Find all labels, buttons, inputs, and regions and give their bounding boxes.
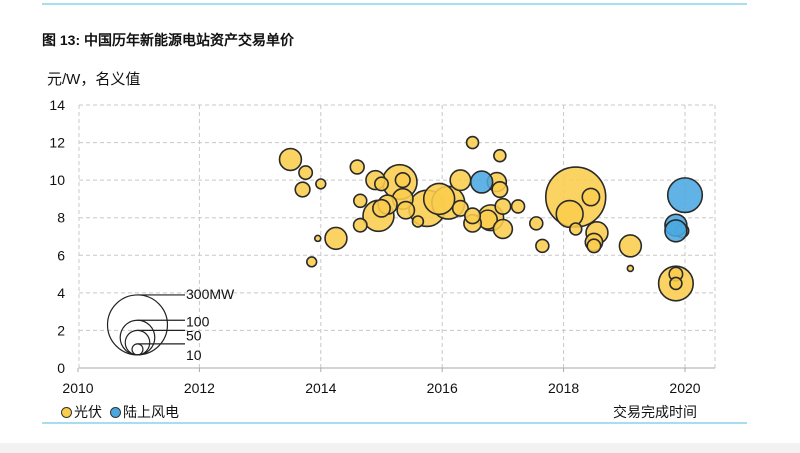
solar-bubble	[306, 256, 318, 268]
solar-bubble	[626, 264, 635, 273]
solar-bubble	[372, 198, 391, 218]
x-tick-label: 2012	[184, 380, 215, 396]
solar-bubble	[465, 135, 480, 150]
y-tick-label: 2	[57, 322, 65, 338]
y-tick-label: 4	[57, 285, 65, 301]
top-rule	[42, 3, 747, 5]
solar-bubble	[278, 147, 303, 172]
solar-bubble	[324, 226, 348, 251]
figure-title: 图 13: 中国历年新能源电站资产交易单价	[42, 32, 295, 48]
x-tick-label: 2010	[62, 380, 93, 396]
size-legend-circle	[106, 294, 169, 356]
x-tick-label: 2016	[427, 380, 458, 396]
legend-solar-marker-icon	[61, 406, 72, 418]
x-tick-label: 2018	[548, 380, 579, 396]
bottom-rule	[42, 422, 747, 424]
solar-bubble	[298, 165, 314, 181]
legend-wind-label: 陆上风电	[123, 404, 179, 420]
y-tick-label: 0	[57, 360, 65, 376]
wind-bubble	[664, 219, 688, 243]
solar-bubble	[315, 178, 327, 190]
solar-bubble	[535, 238, 550, 254]
solar-bubble	[464, 207, 482, 225]
solar-bubble	[313, 234, 322, 243]
size-legend-circle	[124, 329, 151, 356]
page-bottom-band	[0, 443, 800, 453]
wind-bubble	[666, 177, 704, 214]
solar-bubble	[568, 222, 583, 236]
size-legend-circle	[119, 319, 156, 356]
legend-wind-marker-icon	[110, 406, 121, 418]
solar-bubble	[411, 215, 425, 228]
solar-bubble	[491, 180, 509, 199]
solar-bubble	[492, 218, 514, 240]
tick-labels: 0 2 4 6 8 10 12 14 2010 2012 2014 2016 2018 2020	[49, 97, 700, 396]
size-legend-label: 10	[186, 347, 202, 363]
series-legend: 光伏 陆上风电	[61, 402, 187, 422]
solar-bubble	[618, 234, 643, 258]
x-tick-label: 2020	[669, 380, 700, 396]
y-tick-label: 6	[57, 247, 65, 263]
y-tick-label: 8	[57, 210, 65, 226]
solar-bubble	[352, 217, 368, 233]
x-tick-label: 2014	[305, 380, 336, 396]
solar-bubble	[422, 182, 456, 216]
y-tick-label: 12	[49, 135, 65, 151]
solar-bubble	[581, 187, 601, 207]
solar-bubble	[352, 193, 368, 209]
x-axis-title: 交易完成时间	[613, 404, 697, 420]
y-tick-label: 10	[49, 172, 65, 188]
y-tick-label: 14	[49, 97, 65, 113]
bubbles	[278, 135, 704, 302]
solar-bubble	[494, 197, 512, 215]
solar-bubble	[493, 148, 507, 163]
solar-bubble	[294, 181, 311, 198]
solar-bubble	[394, 172, 411, 189]
solar-bubble	[449, 169, 472, 192]
size-legend-label: 50	[186, 327, 202, 343]
axes	[77, 105, 715, 372]
grid	[79, 104, 716, 368]
solar-bubble	[529, 216, 544, 231]
solar-bubble	[586, 238, 602, 254]
solar-bubble	[510, 199, 526, 214]
solar-bubble	[451, 199, 469, 217]
legend-solar-label: 光伏	[74, 404, 102, 420]
legend-item-wind: 陆上风电	[110, 402, 179, 422]
size-legend-circle	[131, 343, 144, 356]
solar-bubble	[373, 176, 390, 192]
size-legend-label: 300MW	[186, 286, 235, 302]
size-legend-label: 100	[186, 313, 210, 329]
solar-bubble	[669, 276, 683, 291]
legend-item-solar: 光伏	[61, 402, 102, 422]
wind-bubble	[469, 170, 494, 194]
solar-bubble	[396, 200, 416, 220]
y-axis-unit-label: 元/W，名义值	[47, 71, 141, 88]
solar-bubble	[349, 159, 365, 175]
